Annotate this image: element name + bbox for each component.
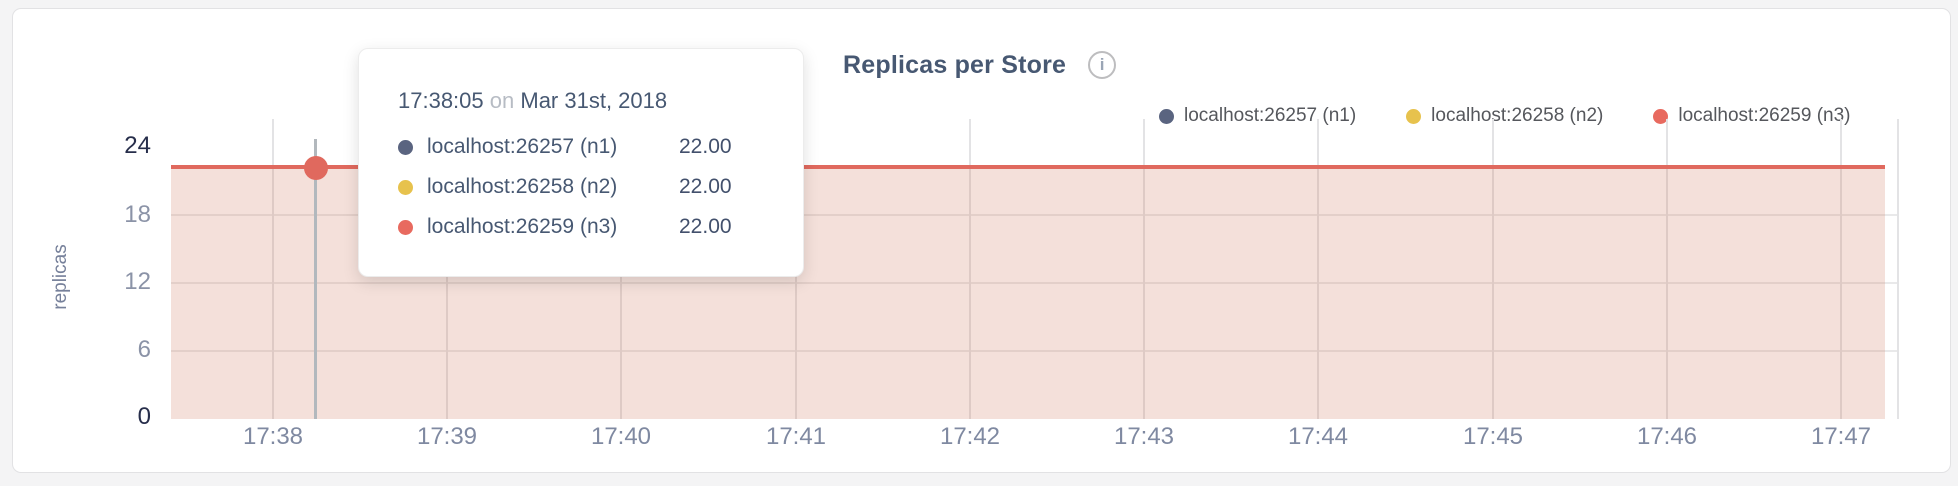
gridline-h-18 <box>171 214 1899 216</box>
tooltip-series-value: 22.00 <box>679 175 732 198</box>
series-dot-icon <box>398 139 413 155</box>
legend-label: localhost:26258 (n2) <box>1431 105 1604 126</box>
y-tick-12: 12 <box>124 268 151 295</box>
tooltip-header: 17:38:05 on Mar 31st, 2018 <box>398 87 803 115</box>
series-dot-icon <box>1406 108 1422 124</box>
legend-label: localhost:26257 (n1) <box>1184 105 1357 126</box>
gridline-v-edge <box>1897 119 1899 419</box>
chart-title: Replicas per Store <box>843 50 1067 79</box>
hover-crosshair <box>314 139 317 419</box>
tooltip-series-label: localhost:26257 (n1) <box>427 135 618 158</box>
gridline-v <box>969 119 971 419</box>
x-tick: 17:38 <box>242 423 304 450</box>
tooltip-time: 17:38:05 <box>398 88 484 113</box>
hover-point-icon <box>304 156 328 180</box>
chart-header: Replicas per Store i <box>843 49 1117 81</box>
series-dot-icon <box>1159 108 1174 124</box>
x-tick: 17:44 <box>1287 423 1349 450</box>
legend-label: localhost:26259 (n3) <box>1678 105 1851 126</box>
x-tick: 17:46 <box>1636 423 1698 450</box>
chart-card: Replicas per Store i localhost:26257 (n1… <box>12 8 1951 473</box>
tooltip-series-value: 22.00 <box>679 135 732 158</box>
gridline-h-6 <box>171 350 1899 352</box>
tooltip-row-n1: localhost:26257 (n1) 22.00 <box>398 127 803 167</box>
x-tick: 17:40 <box>590 423 652 450</box>
x-tick: 17:45 <box>1462 423 1524 450</box>
legend-item-n3[interactable]: localhost:26259 (n3) <box>1653 105 1851 127</box>
info-icon[interactable]: i <box>1088 51 1117 79</box>
gridline-v <box>1143 119 1145 419</box>
tooltip-series-label: localhost:26258 (n2) <box>427 175 618 198</box>
tooltip-series-value: 22.00 <box>679 215 732 238</box>
series-dot-icon <box>1653 108 1669 124</box>
x-tick: 17:47 <box>1810 423 1872 450</box>
y-tick-18: 18 <box>124 201 151 228</box>
gridline-v <box>1317 119 1319 419</box>
y-tick-6: 6 <box>137 336 151 363</box>
legend-item-n2[interactable]: localhost:26258 (n2) <box>1406 105 1603 127</box>
tooltip-rows: localhost:26257 (n1) 22.00 localhost:262… <box>398 127 803 247</box>
legend-item-n1[interactable]: localhost:26257 (n1) <box>1159 105 1356 127</box>
x-tick: 17:39 <box>416 423 478 450</box>
gridline-v <box>1492 119 1494 419</box>
legend: localhost:26257 (n1) localhost:26258 (n2… <box>1159 105 1851 127</box>
gridline-v <box>1666 119 1668 419</box>
tooltip-series-label: localhost:26259 (n3) <box>427 215 618 238</box>
y-tick-0: 0 <box>137 403 151 430</box>
gridline-v <box>272 119 274 419</box>
x-tick: 17:41 <box>765 423 827 450</box>
gridline-v <box>1840 119 1842 419</box>
tooltip-conjunction: on <box>489 88 515 113</box>
gridline-h-12 <box>171 282 1899 284</box>
tooltip-row-n3: localhost:26259 (n3) 22.00 <box>398 207 803 247</box>
x-tick: 17:42 <box>939 423 1001 450</box>
x-tick: 17:43 <box>1113 423 1175 450</box>
series-dot-icon <box>398 179 413 195</box>
series-line-n3 <box>171 165 1885 169</box>
hover-tooltip: 17:38:05 on Mar 31st, 2018 localhost:262… <box>358 48 804 277</box>
tooltip-date: Mar 31st, 2018 <box>520 88 668 113</box>
tooltip-row-n2: localhost:26258 (n2) 22.00 <box>398 167 803 207</box>
series-dot-icon <box>398 219 413 235</box>
y-tick-24: 24 <box>124 132 151 159</box>
